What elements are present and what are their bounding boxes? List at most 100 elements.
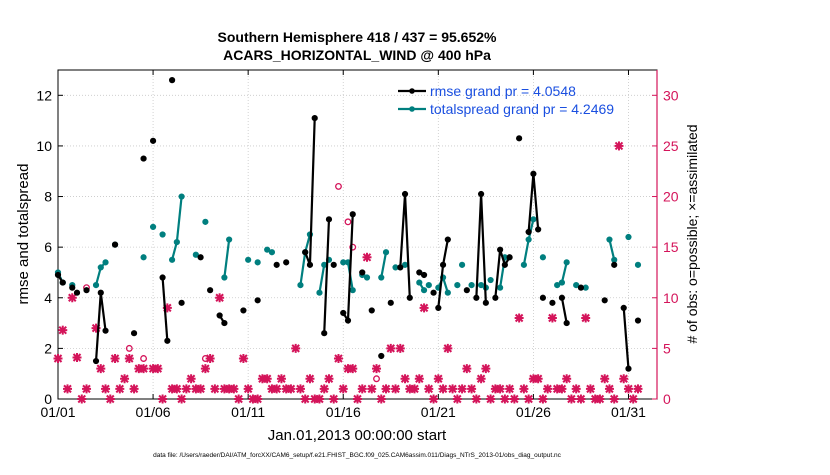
rmse-point xyxy=(539,294,547,301)
rmse-point xyxy=(283,259,290,266)
rmse-point xyxy=(387,299,394,306)
grid xyxy=(57,70,657,400)
rmse-point xyxy=(378,352,385,360)
totalspread-point xyxy=(425,282,432,289)
totalspread-point xyxy=(245,256,252,263)
totalspread-line-segment xyxy=(171,196,183,261)
totalspread-point xyxy=(520,261,527,268)
totalspread-point xyxy=(159,231,166,238)
plot-frame xyxy=(57,69,658,400)
rmse-point xyxy=(577,284,585,291)
obs-assimilated-marker xyxy=(543,384,553,394)
axes: 01/01 01/06 01/11 01/16 01/21 01/26 01/31 0 2 4 6 8… xyxy=(36,69,679,420)
rmse-series xyxy=(54,77,642,372)
obs-assimilated-marker xyxy=(609,394,619,404)
rmse-line-segment xyxy=(399,193,411,298)
rmse-point xyxy=(59,279,66,286)
obs-assimilated-marker xyxy=(433,374,443,384)
rmse-point xyxy=(478,190,485,198)
totalspread-point xyxy=(454,282,461,289)
obs-assimilated-marker xyxy=(329,394,339,404)
obs-assimilated-marker xyxy=(623,384,633,394)
totalspread-point xyxy=(625,233,632,241)
obs-assimilated-marker xyxy=(210,384,220,394)
obs-assimilated-marker xyxy=(600,374,610,384)
rmse-line-segment xyxy=(622,307,630,369)
rmse-point xyxy=(397,264,404,271)
totalspread-point xyxy=(149,223,157,231)
obs-assimilated-marker xyxy=(253,394,263,404)
rmse-point xyxy=(140,155,147,162)
rmse-point xyxy=(102,327,109,334)
rmse-point xyxy=(525,228,532,236)
totalspread-point xyxy=(563,259,570,266)
totalspread-point xyxy=(530,216,537,223)
totalspread-point xyxy=(554,282,561,289)
rmse-point xyxy=(444,236,451,243)
rmse-point xyxy=(54,271,62,279)
obs-assimilated-marker xyxy=(500,394,510,404)
y-left-tick-label: 8 xyxy=(44,189,52,205)
obs-assimilated-marker xyxy=(457,384,467,394)
rmse-point xyxy=(530,170,537,177)
obs-possible-marker xyxy=(349,243,357,251)
obs-possible-marker xyxy=(335,182,342,190)
rmse-point xyxy=(207,287,214,294)
totalspread-point xyxy=(573,282,580,289)
obs-assimilated-marker xyxy=(186,374,196,384)
obs-assimilated-marker xyxy=(448,384,458,394)
totalspread-point xyxy=(478,282,485,289)
obs-assimilated-marker xyxy=(429,394,439,404)
totalspread-line-segment xyxy=(223,239,231,278)
obs-assimilated-marker xyxy=(509,394,519,404)
obs-assimilated-marker xyxy=(105,394,115,404)
y-left-tick-label: 12 xyxy=(36,87,52,103)
obs-assimilated-marker xyxy=(438,384,448,394)
rmse-point xyxy=(430,289,437,296)
rmse-point xyxy=(473,294,480,301)
totalspread-line-segment xyxy=(318,264,326,293)
obs-assimilated-marker xyxy=(595,394,605,404)
chart-title-line2: ACARS_HORIZONTAL_WIND @ 400 hPa xyxy=(223,47,491,63)
obs-assimilated-marker xyxy=(557,384,567,394)
totalspread-point xyxy=(634,261,642,268)
rmse-point xyxy=(463,287,470,294)
y-axis-left-label: rmse and totalspread xyxy=(15,164,32,305)
obs-assimilated-marker xyxy=(571,384,581,394)
totalspread-point xyxy=(444,289,451,296)
obs-assimilated-marker xyxy=(215,293,225,303)
obs-assimilated-marker xyxy=(376,394,386,404)
y-axis-right-label: # of obs: o=possible; ×=assimilated xyxy=(684,124,700,343)
obs-assimilated-marker xyxy=(333,354,343,364)
obs-assimilated-marker xyxy=(604,384,614,394)
totalspread-point xyxy=(92,282,100,289)
obs-assimilated-marker xyxy=(158,394,168,404)
y-left-tick-label: 4 xyxy=(44,290,52,306)
obs-assimilated-marker xyxy=(400,374,410,384)
obs-assimilated-marker xyxy=(476,374,486,384)
rmse-point xyxy=(535,226,542,233)
totalspread-point xyxy=(558,279,566,286)
rmse-point xyxy=(349,211,356,218)
rmse-point xyxy=(178,299,185,306)
obs-assimilated-marker xyxy=(82,384,92,394)
obs-assimilated-marker xyxy=(619,374,629,384)
obs-possible-marker xyxy=(201,355,209,362)
totalspread-point xyxy=(363,274,371,281)
totalspread-point xyxy=(140,254,147,261)
obs-assimilated-marker xyxy=(533,374,543,384)
obs-assimilated-marker xyxy=(324,374,334,384)
totalspread-point xyxy=(349,287,356,294)
obs-assimilated-marker xyxy=(53,354,63,364)
rmse-point xyxy=(435,304,442,311)
rmse-point xyxy=(149,137,157,144)
totalspread-line-segment xyxy=(380,252,388,278)
totalspread-series xyxy=(54,193,642,296)
rmse-point xyxy=(439,261,447,268)
totalspread-point xyxy=(487,276,494,284)
obs-assimilated-marker xyxy=(471,394,481,404)
totalspread-point xyxy=(611,256,618,263)
rmse-point xyxy=(240,307,247,314)
obs-assimilated-marker xyxy=(67,293,77,303)
